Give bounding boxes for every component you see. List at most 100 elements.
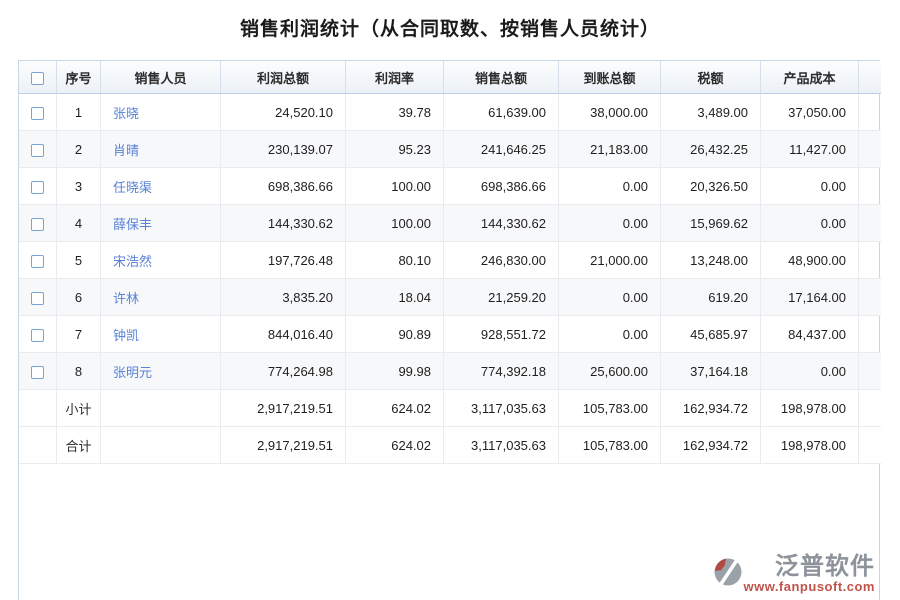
filler-cell (859, 94, 881, 131)
table-row: 1 张晓 24,520.10 39.78 61,639.00 38,000.00… (19, 94, 881, 131)
row-checkbox[interactable] (31, 143, 44, 157)
table-row: 3 任晓渠 698,386.66 100.00 698,386.66 0.00 … (19, 168, 881, 205)
row-checkbox[interactable] (31, 328, 44, 342)
subtotal-row: 小计 2,917,219.51 624.02 3,117,035.63 105,… (19, 390, 881, 427)
table-row: 2 肖晴 230,139.07 95.23 241,646.25 21,183.… (19, 131, 881, 168)
profit-rate-cell: 39.78 (346, 94, 444, 131)
select-all-cell (19, 61, 57, 94)
row-checkbox[interactable] (31, 254, 44, 268)
profit-total-cell: 144,330.62 (221, 205, 346, 242)
filler-cell (859, 279, 881, 316)
page-title: 销售利润统计（从合同取数、按销售人员统计） (239, 19, 660, 40)
subtotal-sales: 3,117,035.63 (444, 390, 559, 427)
row-checkbox[interactable] (31, 180, 44, 194)
product-cost-cell: 84,437.00 (761, 316, 859, 353)
salesperson-link[interactable]: 任晓渠 (101, 168, 221, 205)
sales-total-cell: 144,330.62 (444, 205, 559, 242)
sales-total-cell: 774,392.18 (444, 353, 559, 390)
subtotal-received: 105,783.00 (559, 390, 661, 427)
salesperson-link[interactable]: 肖晴 (101, 131, 221, 168)
filler-cell (859, 205, 881, 242)
table-row: 6 许林 3,835.20 18.04 21,259.20 0.00 619.2… (19, 279, 881, 316)
row-checkbox[interactable] (31, 217, 44, 231)
row-index-cell: 8 (57, 353, 101, 390)
received-total-cell: 0.00 (559, 316, 661, 353)
sales-profit-table: 序号 销售人员 利润总额 利润率 销售总额 到账总额 税额 产品成本 1 张晓 … (19, 61, 881, 464)
profit-total-cell: 844,016.40 (221, 316, 346, 353)
table-row: 4 薛保丰 144,330.62 100.00 144,330.62 0.00 … (19, 205, 881, 242)
tax-cell: 45,685.97 (661, 316, 761, 353)
col-header-profit-rate: 利润率 (346, 61, 444, 94)
empty-cell (19, 427, 57, 464)
filler-cell (859, 390, 881, 427)
row-index-cell: 1 (57, 94, 101, 131)
row-index-cell: 4 (57, 205, 101, 242)
col-header-product-cost: 产品成本 (761, 61, 859, 94)
col-header-tax: 税额 (661, 61, 761, 94)
profit-total-cell: 3,835.20 (221, 279, 346, 316)
tax-cell: 15,969.62 (661, 205, 761, 242)
received-total-cell: 21,183.00 (559, 131, 661, 168)
subtotal-label: 小计 (57, 390, 101, 427)
profit-rate-cell: 90.89 (346, 316, 444, 353)
row-index-cell: 3 (57, 168, 101, 205)
empty-cell (19, 390, 57, 427)
profit-rate-cell: 18.04 (346, 279, 444, 316)
row-checkbox-cell (19, 316, 57, 353)
row-index-cell: 5 (57, 242, 101, 279)
received-total-cell: 0.00 (559, 279, 661, 316)
sales-total-cell: 928,551.72 (444, 316, 559, 353)
salesperson-link[interactable]: 钟凯 (101, 316, 221, 353)
profit-total-cell: 698,386.66 (221, 168, 346, 205)
col-header-received-total: 到账总额 (559, 61, 661, 94)
filler-cell (859, 131, 881, 168)
select-all-checkbox[interactable] (31, 71, 44, 85)
salesperson-link[interactable]: 许林 (101, 279, 221, 316)
sales-total-cell: 21,259.20 (444, 279, 559, 316)
product-cost-cell: 11,427.00 (761, 131, 859, 168)
profit-rate-cell: 100.00 (346, 205, 444, 242)
tax-cell: 13,248.00 (661, 242, 761, 279)
fanpu-logo-icon (714, 558, 742, 586)
profit-total-cell: 774,264.98 (221, 353, 346, 390)
salesperson-link[interactable]: 宋浩然 (101, 242, 221, 279)
received-total-cell: 0.00 (559, 205, 661, 242)
header-row: 序号 销售人员 利润总额 利润率 销售总额 到账总额 税额 产品成本 (19, 61, 881, 94)
profit-rate-cell: 100.00 (346, 168, 444, 205)
sales-total-cell: 61,639.00 (444, 94, 559, 131)
filler-column-header (859, 61, 881, 94)
row-checkbox[interactable] (31, 291, 44, 305)
total-cost: 198,978.00 (761, 427, 859, 464)
subtotal-profit: 2,917,219.51 (221, 390, 346, 427)
filler-cell (859, 316, 881, 353)
table-body: 1 张晓 24,520.10 39.78 61,639.00 38,000.00… (19, 94, 881, 390)
salesperson-link[interactable]: 薛保丰 (101, 205, 221, 242)
row-checkbox[interactable] (31, 365, 44, 379)
salesperson-link[interactable]: 张明元 (101, 353, 221, 390)
row-index-cell: 2 (57, 131, 101, 168)
row-index-cell: 6 (57, 279, 101, 316)
sales-total-cell: 246,830.00 (444, 242, 559, 279)
sales-profit-panel: 序号 销售人员 利润总额 利润率 销售总额 到账总额 税额 产品成本 1 张晓 … (18, 60, 881, 600)
tax-cell: 26,432.25 (661, 131, 761, 168)
subtotal-cost: 198,978.00 (761, 390, 859, 427)
sales-total-cell: 241,646.25 (444, 131, 559, 168)
profit-rate-cell: 95.23 (346, 131, 444, 168)
filler-cell (859, 168, 881, 205)
tax-cell: 3,489.00 (661, 94, 761, 131)
empty-cell (101, 390, 221, 427)
empty-cell (101, 427, 221, 464)
product-cost-cell: 0.00 (761, 205, 859, 242)
row-checkbox[interactable] (31, 106, 44, 120)
brand-url-link[interactable]: www.fanpusoft.com (743, 579, 875, 594)
total-profit: 2,917,219.51 (221, 427, 346, 464)
received-total-cell: 38,000.00 (559, 94, 661, 131)
received-total-cell: 21,000.00 (559, 242, 661, 279)
tax-cell: 619.20 (661, 279, 761, 316)
brand-footer: 泛普软件 www.fanpusoft.com (713, 554, 875, 594)
received-total-cell: 25,600.00 (559, 353, 661, 390)
salesperson-link[interactable]: 张晓 (101, 94, 221, 131)
tax-cell: 37,164.18 (661, 353, 761, 390)
subtotal-tax: 162,934.72 (661, 390, 761, 427)
total-label: 合计 (57, 427, 101, 464)
